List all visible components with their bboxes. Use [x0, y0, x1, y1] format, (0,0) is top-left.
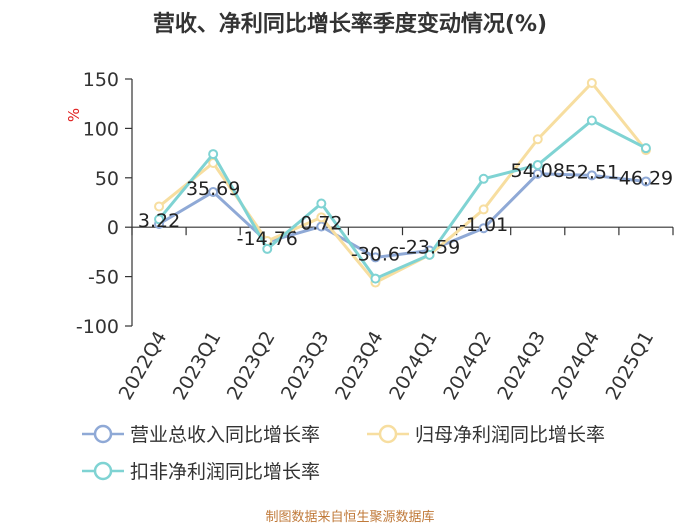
source-footer: 制图数据来自恒生聚源数据库	[265, 510, 435, 525]
series-1-point	[370, 252, 381, 263]
series-2-point	[532, 134, 543, 145]
x-tick-label: 2022Q4	[115, 328, 172, 404]
x-tick-label: 2024Q3	[493, 328, 550, 404]
x-tick-label: 2023Q3	[277, 328, 334, 404]
data-label: -30.6	[351, 243, 400, 265]
y-tick-label: 150	[83, 69, 119, 91]
y-tick-label: 50	[95, 168, 119, 190]
x-tick-label: 2023Q1	[169, 328, 226, 404]
data-label: -23.59	[399, 237, 460, 259]
x-tick-label: 2023Q2	[223, 328, 280, 404]
data-label: 54.08	[511, 160, 565, 182]
y-tick-label: -50	[88, 267, 119, 289]
series-2-point	[586, 77, 597, 88]
series-line-1	[158, 172, 647, 259]
series-3-point	[586, 115, 597, 126]
y-tick-label: 0	[107, 217, 119, 239]
data-label: 52.51	[565, 161, 619, 183]
series-1-point	[316, 221, 327, 232]
y-tick-label: 100	[83, 118, 119, 140]
series-2-point	[154, 201, 165, 212]
y-axis-label: %	[65, 108, 83, 122]
data-label: 3.22	[138, 210, 180, 232]
data-label: 0.72	[300, 212, 342, 234]
series-3-point	[370, 273, 381, 284]
data-label: -1.01	[459, 214, 508, 236]
series-line-3	[157, 118, 647, 281]
series-1-point	[586, 170, 597, 181]
series-2-point	[478, 204, 489, 215]
series-2-point	[316, 212, 327, 223]
series-3-point	[208, 149, 219, 160]
series-3-point	[154, 214, 165, 225]
data-label: 46.29	[619, 167, 673, 189]
series-3-point	[532, 159, 543, 170]
x-tick-label: 2024Q1	[385, 328, 442, 404]
series-1-point	[478, 223, 489, 234]
series-1-point	[640, 176, 651, 187]
series-3-point	[478, 173, 489, 184]
data-label: -14.76	[237, 228, 298, 250]
series-3-point	[424, 249, 435, 260]
x-tick-label: 2023Q4	[331, 328, 388, 404]
x-tick-label: 2024Q4	[547, 328, 604, 404]
x-tick-label: 2025Q1	[602, 328, 659, 404]
y-tick-label: -100	[76, 316, 119, 338]
series-3-point	[262, 243, 273, 254]
series-1-point	[208, 186, 219, 197]
series-3-point	[640, 143, 651, 154]
x-tick-label: 2024Q2	[439, 328, 496, 404]
series-3-point	[316, 198, 327, 209]
data-label: 35.69	[186, 178, 240, 200]
chart-title: 营收、净利同比增长率季度变动情况(%)	[152, 12, 548, 37]
